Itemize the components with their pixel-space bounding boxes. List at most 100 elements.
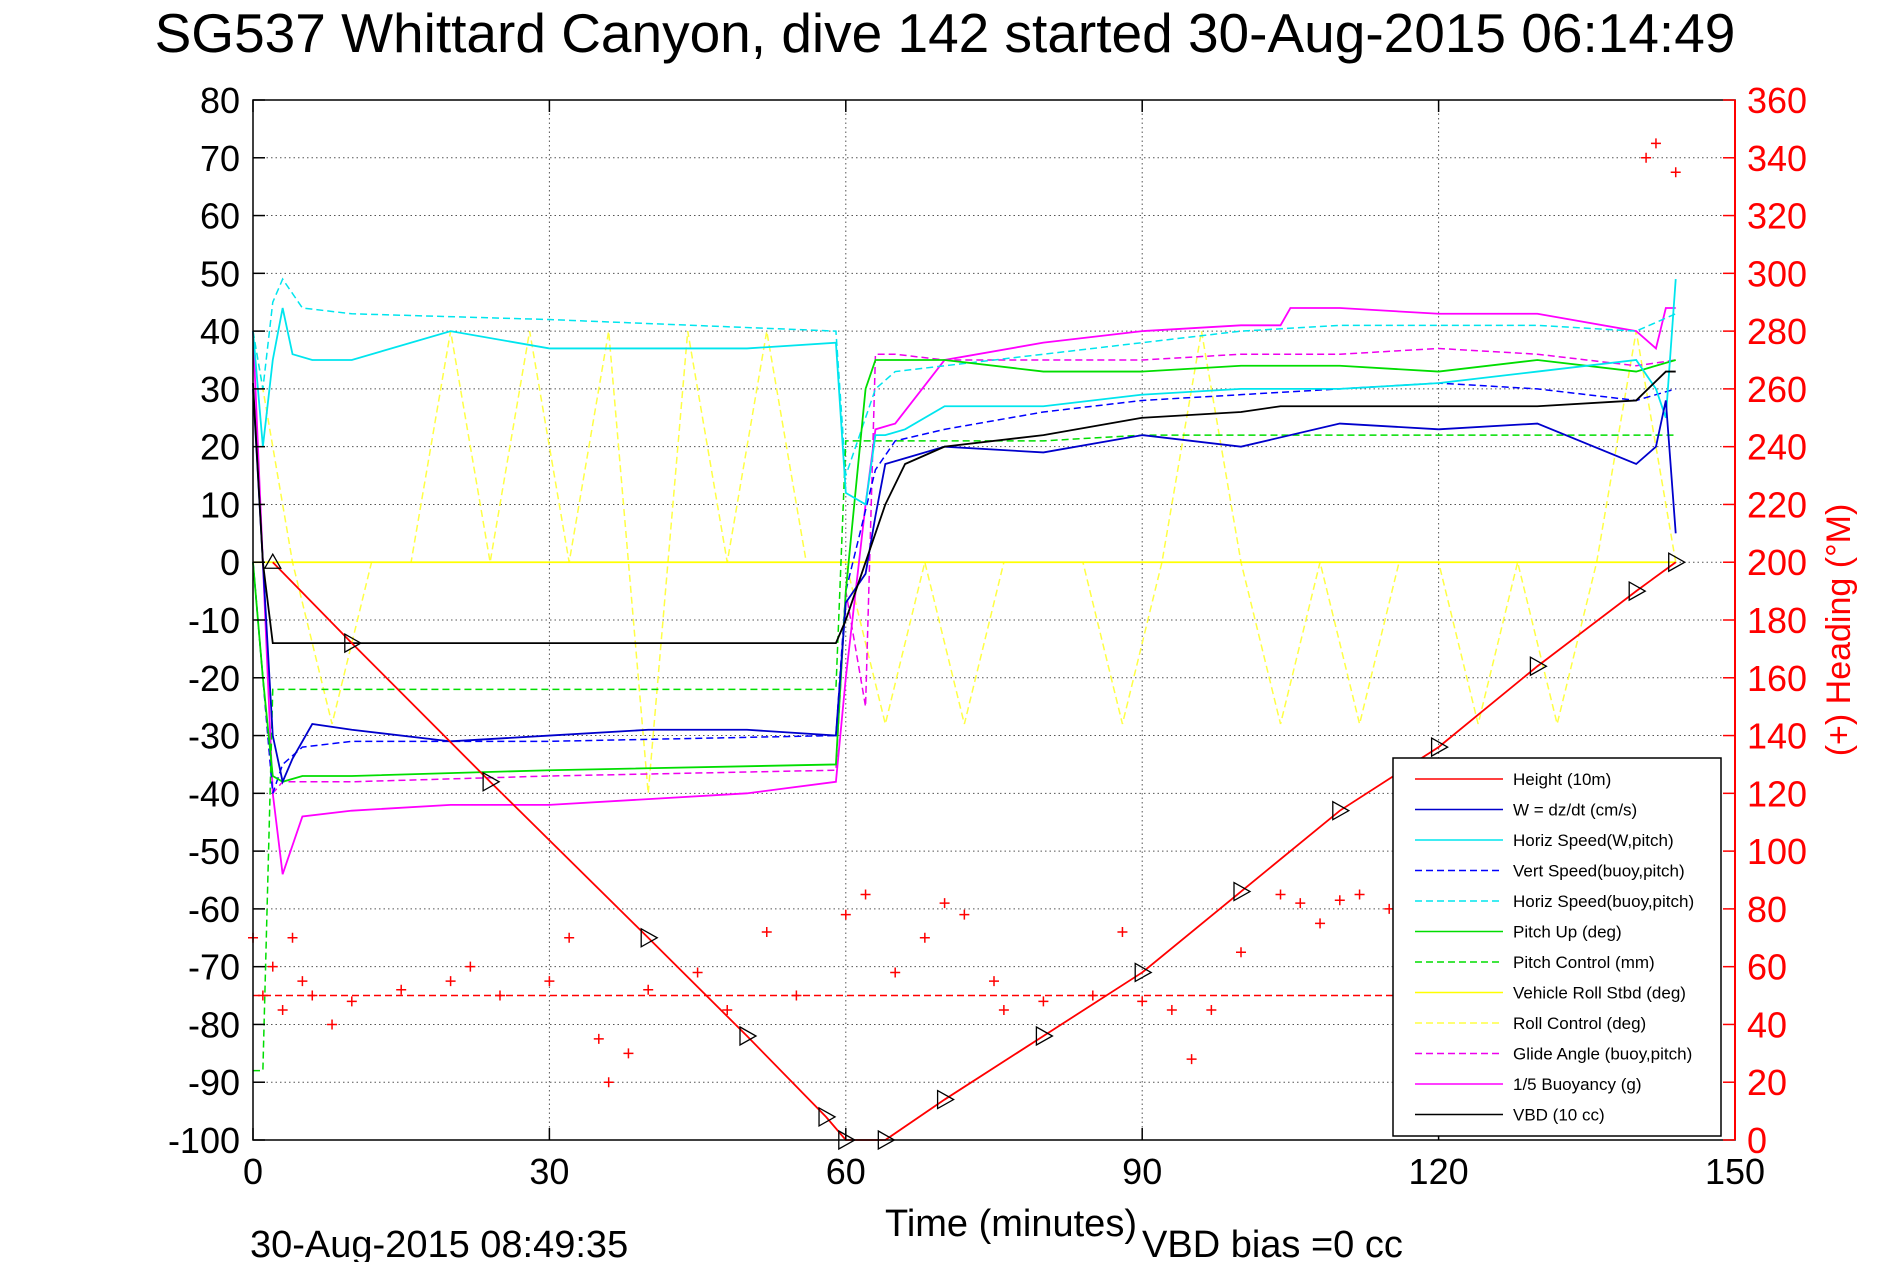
y-tick-label: -30 <box>188 716 240 757</box>
heading-point <box>1236 947 1246 958</box>
y-tick-label: -50 <box>188 831 240 872</box>
timestamp-footer: 30-Aug-2015 08:49:35 <box>250 1224 628 1262</box>
series-vbd-10-cc <box>252 370 1676 645</box>
heading-point <box>593 1033 604 1044</box>
heading-point <box>1186 1054 1197 1065</box>
legend-entry: Vert Speed(buoy,pitch) <box>1513 862 1685 881</box>
heading-point <box>267 961 278 972</box>
heading-point <box>998 1005 1009 1015</box>
legend-entry: W = dz/dt (cm/s) <box>1513 801 1637 820</box>
legend-entry: 1/5 Buoyancy (g) <box>1513 1075 1642 1094</box>
series-horiz-speed-w-pitch <box>252 279 1677 506</box>
y2-tick-label: 200 <box>1747 542 1807 583</box>
y2-tick-label: 80 <box>1747 889 1787 930</box>
heading-point <box>1295 898 1306 909</box>
heading-point <box>1275 889 1286 900</box>
series-1-5-buoyancy-g <box>252 307 1676 875</box>
legend: Height (10m) W = dz/dt (cm/s) Horiz Speed(… <box>1392 757 1722 1137</box>
height-triangle-marker <box>1668 552 1687 573</box>
y-tick-label: -100 <box>168 1120 240 1161</box>
x-tick-label: 120 <box>1409 1151 1469 1192</box>
height-triangle-marker <box>1529 656 1548 677</box>
heading-point <box>919 932 930 943</box>
height-triangle-marker <box>482 771 501 792</box>
legend-box <box>1392 757 1722 1137</box>
heading-point <box>1650 138 1661 149</box>
heading-point <box>692 967 703 978</box>
y-tick-label: 40 <box>200 311 240 352</box>
height-triangle-marker <box>1134 962 1153 983</box>
heading-point <box>643 984 654 995</box>
y-tick-label: 50 <box>200 253 240 294</box>
heading-point <box>277 1005 288 1015</box>
heading-point <box>257 990 268 1001</box>
legend-entry: VBD (10 cc) <box>1513 1106 1605 1125</box>
x-tick-label: 90 <box>1122 1151 1162 1192</box>
heading-point <box>939 898 950 909</box>
y-tick-label: -10 <box>188 600 240 641</box>
y-tick-label: 70 <box>200 138 240 179</box>
y-tick-label: -40 <box>188 773 240 814</box>
heading-point <box>623 1048 634 1059</box>
series-w-dz-dt-cm-s <box>252 388 1677 785</box>
height-triangle-marker <box>263 552 282 569</box>
heading-point <box>1315 918 1326 929</box>
legend-entry: Horiz Speed(buoy,pitch) <box>1513 892 1694 911</box>
height-triangle-marker <box>818 1106 837 1128</box>
y2-tick-label: 120 <box>1747 773 1807 814</box>
y2-tick-label: 340 <box>1747 138 1807 179</box>
height-triangle-marker <box>1628 580 1647 602</box>
heading-point <box>1137 996 1148 1007</box>
y2-tick-label: 100 <box>1747 831 1807 872</box>
series-glide-angle-buoy-pitch <box>252 347 1676 796</box>
legend-entry: Roll Control (deg) <box>1513 1014 1646 1033</box>
x-tick-label: 0 <box>243 1151 263 1192</box>
y-tick-label: 80 <box>200 80 240 121</box>
heading-point <box>890 967 901 978</box>
heading-point <box>307 990 318 1001</box>
height-triangle-marker <box>1332 800 1351 821</box>
heading-point <box>791 990 802 1001</box>
heading-point <box>959 909 970 920</box>
heading-point <box>445 976 456 987</box>
height-triangle-marker <box>739 1025 758 1047</box>
height-markers <box>263 552 1687 1151</box>
y2-tick-label: 60 <box>1747 947 1787 988</box>
y-tick-label: 0 <box>220 542 240 583</box>
legend-entry: Pitch Up (deg) <box>1513 923 1622 942</box>
series-height-10m <box>272 561 1677 1141</box>
x-axis-label: Time (minutes) <box>885 1203 1137 1245</box>
y-tick-label: -60 <box>188 889 240 930</box>
y-tick-label: 20 <box>200 427 240 468</box>
heading-point <box>396 984 407 995</box>
series-pitch-control-mm <box>253 434 1676 1072</box>
heading-point <box>1334 895 1345 906</box>
x-tick-label: 60 <box>826 1151 866 1192</box>
right-axis-label: (+) Heading (°M) <box>1820 504 1858 757</box>
y-tick-label: -20 <box>188 658 240 699</box>
heading-point <box>722 1005 733 1015</box>
heading-point <box>544 976 555 987</box>
heading-point <box>840 909 851 920</box>
y2-tick-label: 260 <box>1747 369 1807 410</box>
legend-entry: Height (10m) <box>1513 770 1611 789</box>
series-horiz-speed-buoy-pitch <box>252 277 1677 476</box>
y2-tick-label: 20 <box>1747 1062 1787 1103</box>
x-tick-label: 30 <box>529 1151 569 1192</box>
height-triangle-marker <box>640 927 659 948</box>
legend-entry: Vehicle Roll Stbd (deg) <box>1513 984 1686 1003</box>
heading-point <box>603 1077 614 1088</box>
heading-point <box>1670 167 1681 178</box>
heading-point <box>860 889 871 900</box>
legend-entry: Horiz Speed(W,pitch) <box>1513 831 1674 850</box>
height-triangle-marker <box>1430 736 1449 758</box>
y-tick-label: -90 <box>188 1062 240 1103</box>
vbd-bias-footer: VBD bias =0 cc <box>1142 1224 1403 1262</box>
heading-point <box>1206 1005 1217 1015</box>
heading-point <box>297 976 308 987</box>
y2-tick-label: 300 <box>1747 253 1807 294</box>
y2-tick-label: 220 <box>1747 484 1807 525</box>
y2-tick-label: 0 <box>1747 1120 1767 1161</box>
y2-tick-label: 240 <box>1747 427 1807 468</box>
